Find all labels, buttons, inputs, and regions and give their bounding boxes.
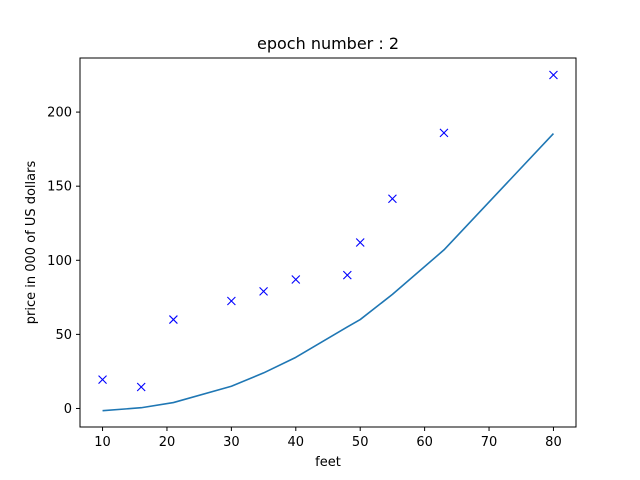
data-point	[388, 194, 397, 204]
x-tick-label: 60	[416, 435, 433, 450]
data-point	[549, 70, 558, 80]
y-tick-label: 200	[47, 106, 72, 121]
plot-area	[98, 70, 558, 412]
x-tick-label: 40	[288, 435, 305, 450]
x-tick-label: 70	[481, 435, 498, 450]
data-point-stroke	[549, 70, 558, 80]
data-point	[291, 275, 301, 284]
data-point-stroke	[388, 194, 397, 204]
x-tick-label: 10	[94, 435, 111, 450]
data-point	[136, 382, 146, 392]
data-point	[355, 238, 365, 247]
x-tick-label: 30	[223, 435, 240, 450]
x-axis-title: feet	[315, 455, 341, 470]
y-axis-title: price in 000 of US dollars	[24, 161, 39, 325]
data-point-stroke	[98, 375, 107, 384]
x-tick-label: 80	[545, 435, 562, 450]
x-tick-label: 50	[352, 435, 369, 450]
y-tick-label: 100	[47, 254, 72, 269]
y-tick-label: 150	[47, 180, 72, 195]
y-tick-label: 0	[64, 402, 72, 417]
data-point	[98, 375, 107, 384]
data-point	[226, 296, 236, 306]
y-axis: 0 50 100 150 200	[47, 106, 80, 417]
data-point-stroke	[291, 275, 301, 284]
chart-title: epoch number : 2	[257, 34, 399, 53]
data-point-stroke	[259, 287, 268, 296]
data-point-stroke	[169, 315, 178, 324]
data-point	[342, 270, 352, 280]
x-axis: 10 20 30 40 50 60 70 80	[94, 427, 562, 450]
data-point-stroke	[226, 296, 236, 306]
x-tick-label: 20	[159, 435, 176, 450]
data-point	[439, 128, 449, 138]
series-line	[102, 133, 555, 412]
y-tick-label: 50	[55, 328, 72, 343]
axes-frame	[79, 57, 577, 428]
data-point	[259, 287, 268, 296]
data-point-stroke	[439, 128, 449, 138]
data-point-stroke	[136, 382, 146, 392]
data-point-stroke	[355, 238, 365, 247]
data-point-stroke	[342, 270, 352, 280]
data-point	[169, 315, 178, 324]
